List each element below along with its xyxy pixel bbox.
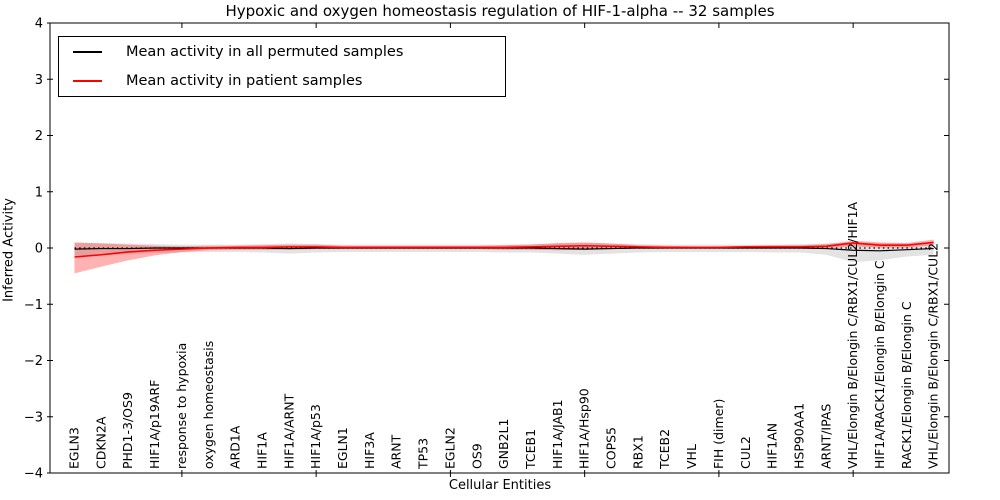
legend-label-patient: Mean activity in patient samples <box>126 73 363 89</box>
x-category-label: VHL/Elongin B/Elongin C/RBX1/CUL2 <box>926 243 941 469</box>
legend-label-permuted: Mean activity in all permuted samples <box>126 44 404 60</box>
y-tick-label: 1 <box>35 185 43 200</box>
x-category-label: VHL <box>684 444 699 469</box>
x-category-label: OS9 <box>469 443 484 469</box>
x-category-label: VHL/Elongin B/Elongin C/RBX1/CUL2/HIF1A <box>845 201 860 469</box>
x-category-label: GNB2L1 <box>496 419 511 469</box>
y-axis-label: Inferred Activity <box>1 198 17 302</box>
x-category-label: HIF1A/RACK1/Elongin B/Elongin C <box>872 260 887 469</box>
x-category-label: HSP90AA1 <box>791 403 806 469</box>
legend: Mean activity in all permuted samples Me… <box>58 36 506 97</box>
x-category-label: TP53 <box>416 438 431 470</box>
x-category-label: response to hypoxia <box>174 343 189 469</box>
x-category-label: HIF1A/JAB1 <box>550 399 565 469</box>
x-category-label: EGLN3 <box>67 427 82 469</box>
y-tick-label: 2 <box>35 129 43 144</box>
y-tick-label: 4 <box>35 17 43 32</box>
y-tick-label: 3 <box>35 73 43 88</box>
x-category-label: TCEB2 <box>657 429 672 470</box>
y-tick-label: 0 <box>35 242 43 257</box>
x-axis-label: Cellular Entities <box>448 478 552 493</box>
x-category-label: CUL2 <box>738 436 753 469</box>
x-category-label: oxygen homeostasis <box>201 341 216 469</box>
x-category-label: HIF1A/ARNT <box>281 393 296 469</box>
y-tick-label: −4 <box>24 467 43 482</box>
x-category-label: TCEB1 <box>523 429 538 470</box>
x-category-label: FIH (dimer) <box>711 399 726 469</box>
patient-mean-line <box>74 241 934 258</box>
x-category-label: COPS5 <box>604 427 619 469</box>
x-category-label: EGLN1 <box>335 427 350 469</box>
x-category-label: PHD1-3/OS9 <box>120 392 135 469</box>
x-category-label: HIF3A <box>362 432 377 469</box>
y-tick-label: −1 <box>24 298 43 313</box>
x-category-label: RACK1/Elongin B/Elongin C <box>899 301 914 469</box>
x-category-label: HIF1AN <box>765 423 780 469</box>
x-category-label: ARNT/IPAS <box>818 404 833 469</box>
x-category-label: EGLN2 <box>442 427 457 469</box>
x-category-label: HIF1A/p53 <box>308 404 323 469</box>
x-category-label: HIF1A/p19ARF <box>147 380 162 469</box>
patient-line-swatch <box>73 80 102 82</box>
x-category-label: ARNT <box>389 434 404 469</box>
x-category-label: CDKN2A <box>93 416 108 469</box>
legend-entry-permuted: Mean activity in all permuted samples <box>59 38 505 66</box>
legend-entry-patient: Mean activity in patient samples <box>59 67 505 95</box>
y-tick-label: −3 <box>24 410 43 425</box>
x-category-label: HIF1A/Hsp90 <box>577 388 592 469</box>
permuted-line-swatch <box>73 51 102 53</box>
x-category-label: RBX1 <box>630 435 645 469</box>
y-tick-label: −2 <box>24 354 43 369</box>
x-category-label: HIF1A <box>254 432 269 469</box>
x-category-label: ARD1A <box>228 425 243 469</box>
chart-title: Hypoxic and oxygen homeostasis regulatio… <box>225 2 775 20</box>
